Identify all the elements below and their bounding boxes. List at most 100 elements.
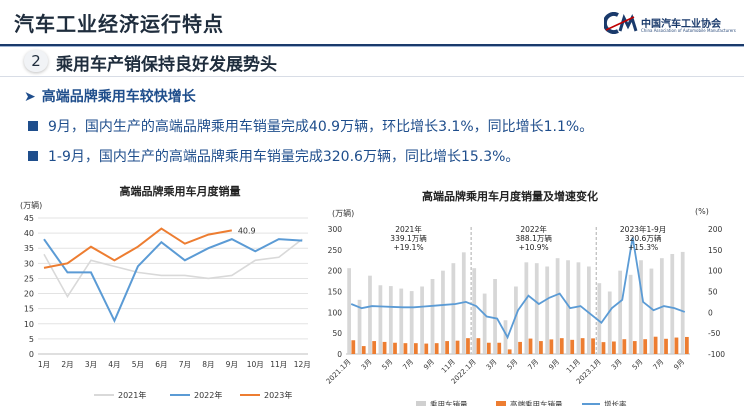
bar-total-sales bbox=[420, 286, 424, 354]
bar-total-sales bbox=[409, 291, 414, 354]
bar-premium-sales bbox=[507, 349, 512, 354]
bar-premium-sales bbox=[486, 342, 491, 354]
subtitle: ➤ 高端品牌乘用车较快增长 bbox=[24, 86, 196, 106]
x-tick-label: 11月 bbox=[270, 360, 287, 369]
bar-total-sales bbox=[493, 279, 497, 354]
x-tick-label: 2021.1月 bbox=[325, 358, 353, 386]
y-tick-label: 5 bbox=[29, 335, 34, 344]
bar-premium-sales bbox=[351, 340, 356, 354]
series-line-2022年 bbox=[43, 238, 303, 324]
year-separators bbox=[470, 227, 597, 354]
bar-premium-sales bbox=[497, 342, 502, 354]
x-tick-label: 3月 bbox=[610, 358, 624, 372]
y-tick-label: 40 bbox=[24, 229, 34, 238]
bar-total-sales bbox=[576, 262, 581, 354]
bar-premium-sales bbox=[549, 339, 554, 354]
logo-text-en: China Association of Automobile Manufact… bbox=[641, 28, 736, 33]
legend: 乘用车销量 高端乘用车销量 增长率 bbox=[416, 399, 627, 406]
section-title: 乘用车产销保持良好发展势头 bbox=[56, 55, 277, 75]
y-tick-label: 35 bbox=[24, 244, 34, 253]
bar-total-sales bbox=[347, 268, 352, 354]
bar-premium-sales bbox=[528, 338, 533, 354]
legend-swatch bbox=[416, 401, 426, 406]
x-tick-label: 9月 bbox=[422, 358, 436, 372]
bar-premium-sales bbox=[643, 339, 648, 354]
x-tick-label: 2月 bbox=[61, 360, 73, 369]
x-tick-label: 11月 bbox=[440, 358, 457, 375]
y-tick-label: 0 bbox=[29, 350, 34, 359]
bar-total-sales bbox=[368, 275, 372, 354]
bar-total-sales bbox=[649, 268, 654, 354]
x-tick-labels: 1月 2月 3月 4月 5月 6月 7月 8月 9月 10月 11月 12月 bbox=[38, 360, 311, 369]
bars bbox=[347, 251, 689, 354]
header-divider bbox=[0, 44, 744, 46]
x-tick-label: 6月 bbox=[155, 360, 167, 369]
bar-premium-sales bbox=[393, 342, 397, 354]
x-tick-label: 11月 bbox=[565, 358, 582, 375]
bar-premium-sales bbox=[612, 341, 616, 354]
legend-label: 2023年 bbox=[264, 390, 292, 400]
annotation-text: 2022年 bbox=[520, 224, 547, 234]
bar-premium-sales bbox=[674, 337, 679, 354]
bar-premium-sales bbox=[476, 338, 481, 354]
y-tick-label-right: 100 bbox=[708, 267, 723, 276]
growth-line bbox=[350, 237, 686, 340]
series-lines bbox=[43, 227, 303, 324]
x-tick-label: 3月 bbox=[485, 358, 499, 372]
bar-premium-sales bbox=[455, 340, 460, 354]
x-tick-label: 5月 bbox=[631, 358, 645, 372]
bar-total-sales bbox=[378, 285, 383, 354]
bar-premium-sales bbox=[653, 336, 658, 354]
bar-premium-sales bbox=[445, 341, 449, 354]
bar-total-sales bbox=[618, 270, 623, 354]
x-tick-label: 3月 bbox=[85, 360, 97, 369]
bar-premium-sales bbox=[580, 338, 585, 354]
y-tick-label-right: 0 bbox=[708, 308, 713, 317]
bar-total-sales bbox=[441, 270, 445, 354]
square-bullet-icon bbox=[28, 121, 38, 131]
legend-swatch bbox=[496, 401, 506, 406]
x-tick-label: 9月 bbox=[547, 358, 561, 372]
y-tick-label-left: 150 bbox=[328, 288, 343, 297]
bar-total-sales bbox=[607, 291, 612, 354]
bar-premium-sales bbox=[601, 342, 606, 354]
legend-label: 增长率 bbox=[604, 399, 627, 406]
y-tick-label: 25 bbox=[24, 274, 34, 283]
sales-growth-combo-chart: 高端品牌乘用车月度销量及增速变化 (万辆) (%) 0 50 100 150 200 25… bbox=[325, 189, 725, 406]
y-tick-label-right: 200 bbox=[708, 225, 723, 234]
x-tick-label: 10月 bbox=[247, 360, 264, 369]
annotation-text: +19.1% bbox=[393, 243, 423, 252]
y-tick-label: 20 bbox=[24, 290, 34, 299]
x-tick-label: 7月 bbox=[526, 358, 540, 372]
bar-premium-sales bbox=[591, 338, 595, 354]
bullet-text: 9月，国内生产的高端品牌乘用车销量完成40.9万辆，环比增长3.1%，同比增长1… bbox=[48, 119, 594, 135]
chart-title: 高端品牌乘用车月度销量及增速变化 bbox=[422, 189, 598, 203]
left-axis-label: (万辆) bbox=[332, 208, 354, 218]
bar-premium-sales bbox=[424, 343, 429, 354]
y-tick-label-right: 50 bbox=[708, 288, 718, 297]
bullet-text: 1-9月，国内生产的高端品牌乘用车销量完成320.6万辆，同比增长15.3%。 bbox=[48, 149, 520, 165]
bar-premium-sales bbox=[539, 341, 543, 354]
series-line-2023年 bbox=[43, 227, 233, 269]
bar-premium-sales bbox=[559, 338, 564, 354]
section-number: 2 bbox=[24, 50, 48, 72]
legend-label: 2022年 bbox=[194, 390, 222, 400]
caam-logo: 中国汽车工业协会 China Association of Automobile… bbox=[604, 12, 736, 38]
bar-total-sales bbox=[639, 260, 643, 354]
bar-premium-sales bbox=[622, 339, 627, 354]
bar-premium-sales bbox=[466, 338, 470, 354]
annotation-text: 339.1万辆 bbox=[390, 233, 427, 243]
y-tick-label-right: -50 bbox=[708, 329, 720, 338]
bullet-item: 9月，国内生产的高端品牌乘用车销量完成40.9万辆，环比增长3.1%，同比增长1… bbox=[28, 116, 593, 136]
square-bullet-icon bbox=[28, 151, 38, 161]
legend-label: 乘用车销量 bbox=[430, 399, 468, 406]
y-tick-label: 10 bbox=[24, 320, 34, 329]
x-tick-label: 7月 bbox=[401, 358, 415, 372]
annotation-text: 2023年1-9月 bbox=[620, 224, 666, 234]
bar-premium-sales bbox=[382, 341, 387, 354]
y-tick-label-left: 50 bbox=[332, 329, 342, 338]
data-labels: 40.9 bbox=[238, 226, 256, 235]
x-tick-label: 3月 bbox=[360, 358, 374, 372]
annotation-text: +10.9% bbox=[519, 243, 549, 252]
